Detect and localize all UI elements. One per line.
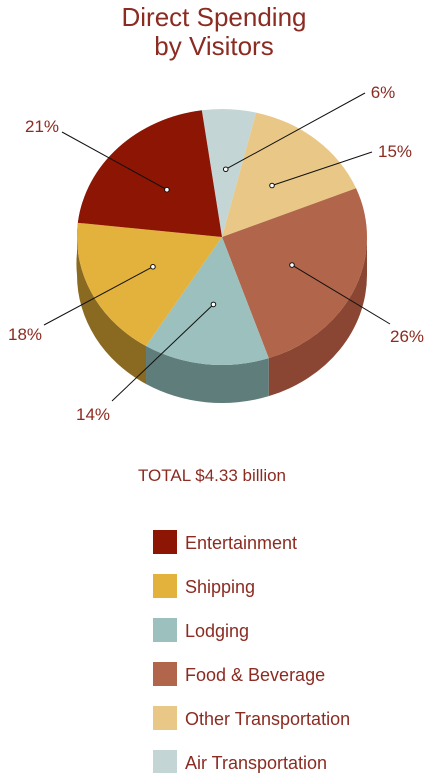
pct-label-entertainment: 21% <box>25 117 59 136</box>
legend-label-food-and-beverage: Food & Beverage <box>185 665 325 685</box>
legend-swatch-other-transportation <box>153 706 177 730</box>
legend-item-air-transportation: Air Transportation <box>153 750 327 773</box>
legend-item-food-and-beverage: Food & Beverage <box>153 662 325 686</box>
pct-label-air-transportation: 6% <box>371 83 396 102</box>
leader-line-air-transportation <box>225 92 366 170</box>
chart-title-line-2: by Visitors <box>154 31 273 61</box>
total-label: TOTAL $4.33 billion <box>138 466 286 485</box>
legend-label-other-transportation: Other Transportation <box>185 709 350 729</box>
leader-line-lodging <box>111 304 214 402</box>
leader-line-other-transportation <box>271 151 373 186</box>
pct-label-food-and-beverage: 26% <box>390 327 424 346</box>
legend-swatch-entertainment <box>153 530 177 554</box>
legend-item-shipping: Shipping <box>153 574 255 598</box>
pie-labels: 6% 15% 26% 14% 18% 21% <box>8 83 424 424</box>
legend-swatch-air-transportation <box>153 750 177 773</box>
leader-dot-air-transportation <box>222 166 229 173</box>
legend-item-lodging: Lodging <box>153 618 249 642</box>
legend-label-entertainment: Entertainment <box>185 533 297 553</box>
pct-label-shipping: 18% <box>8 325 42 344</box>
leader-dot-food-and-beverage <box>289 262 295 268</box>
leader-line-food-and-beverage <box>291 264 391 325</box>
pie-side-shipping <box>77 237 147 385</box>
legend-label-air-transportation: Air Transportation <box>185 753 327 773</box>
legend-item-entertainment: Entertainment <box>153 530 297 554</box>
leader-dot-lodging <box>210 301 217 308</box>
leader-dot-other-transportation <box>269 182 275 189</box>
pct-label-lodging: 14% <box>76 405 110 424</box>
pie-slice-food-and-beverage <box>222 188 368 359</box>
pie-slice-entertainment <box>77 110 222 237</box>
leader-dot-entertainment <box>164 186 170 193</box>
pct-label-other-transportation: 15% <box>378 142 412 161</box>
legend: Entertainment Shipping Lodging Food & Bever… <box>153 530 350 773</box>
legend-label-lodging: Lodging <box>185 621 249 641</box>
leader-dot-shipping <box>150 263 156 270</box>
pie-side-lodging <box>146 346 269 403</box>
legend-swatch-lodging <box>153 618 177 642</box>
pie-tops <box>77 109 368 365</box>
legend-swatch-food-and-beverage <box>153 662 177 686</box>
legend-label-shipping: Shipping <box>185 577 255 597</box>
pie-side-food-and-beverage <box>268 237 367 397</box>
pie-slice-shipping <box>77 222 222 347</box>
pie-slice-air-transportation <box>201 109 257 237</box>
pie-slice-other-transportation <box>222 112 357 237</box>
leader-line-entertainment <box>61 131 168 191</box>
pie-slice-lodging <box>146 237 269 365</box>
legend-swatch-shipping <box>153 574 177 598</box>
legend-item-other-transportation: Other Transportation <box>153 706 350 730</box>
leader-line-shipping <box>43 266 154 326</box>
pie-leaders <box>43 92 391 402</box>
chart-title-line-1: Direct Spending <box>122 2 307 32</box>
